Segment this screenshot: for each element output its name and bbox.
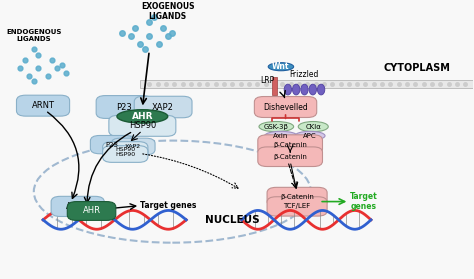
Text: P23: P23 (106, 142, 119, 148)
Bar (140, 80, 473, 88)
Text: β-Catenin: β-Catenin (273, 154, 307, 160)
FancyBboxPatch shape (111, 138, 155, 155)
FancyBboxPatch shape (109, 115, 176, 136)
Ellipse shape (295, 131, 325, 140)
Ellipse shape (265, 131, 297, 140)
Text: ENDOGENOUS
LIGANDS: ENDOGENOUS LIGANDS (6, 29, 62, 42)
Text: GSK-3β: GSK-3β (264, 124, 289, 130)
Ellipse shape (284, 84, 292, 95)
Text: Target genes: Target genes (140, 201, 196, 210)
Text: HSP90: HSP90 (129, 121, 156, 130)
Text: Axin: Axin (273, 133, 289, 139)
Text: XAP2: XAP2 (152, 102, 174, 112)
FancyBboxPatch shape (67, 201, 116, 220)
Ellipse shape (117, 110, 168, 123)
Ellipse shape (268, 63, 293, 71)
FancyBboxPatch shape (103, 146, 148, 162)
Ellipse shape (292, 84, 300, 95)
Text: CKIα: CKIα (305, 124, 321, 130)
Text: ARNT: ARNT (32, 101, 55, 110)
Text: β-Catenin: β-Catenin (273, 142, 307, 148)
Text: CYTOPLASM: CYTOPLASM (384, 63, 451, 73)
Bar (272, 78, 277, 95)
Ellipse shape (259, 122, 293, 132)
Text: Dishevelled: Dishevelled (263, 102, 308, 112)
Text: HSP90: HSP90 (115, 148, 135, 153)
FancyBboxPatch shape (258, 147, 322, 167)
FancyBboxPatch shape (51, 196, 104, 217)
Ellipse shape (318, 84, 325, 95)
FancyBboxPatch shape (91, 136, 134, 154)
Text: Frizzled: Frizzled (289, 70, 319, 79)
FancyBboxPatch shape (267, 187, 327, 207)
Ellipse shape (301, 84, 308, 95)
Text: ARNT: ARNT (66, 202, 89, 211)
FancyBboxPatch shape (17, 95, 70, 116)
Text: AHR: AHR (132, 112, 153, 121)
Ellipse shape (298, 122, 328, 132)
Text: APC: APC (303, 133, 317, 139)
Text: β-Catenin: β-Catenin (280, 194, 314, 200)
Text: P23: P23 (116, 102, 132, 112)
FancyBboxPatch shape (255, 97, 317, 117)
FancyBboxPatch shape (134, 96, 192, 118)
Text: XAP2: XAP2 (125, 144, 141, 149)
Text: NUCLEUS: NUCLEUS (205, 215, 260, 225)
Text: EXOGENOUS
LIGANDS: EXOGENOUS LIGANDS (141, 2, 194, 21)
Text: LRP: LRP (260, 76, 274, 85)
FancyBboxPatch shape (267, 197, 327, 216)
Text: AHR: AHR (82, 206, 100, 215)
Text: Target
genes: Target genes (350, 192, 378, 211)
Text: HSP90: HSP90 (115, 151, 135, 157)
Text: TCF/LEF: TCF/LEF (283, 203, 311, 210)
Text: Wnt: Wnt (272, 62, 290, 71)
FancyBboxPatch shape (103, 142, 148, 158)
FancyBboxPatch shape (96, 96, 152, 118)
FancyBboxPatch shape (258, 135, 322, 154)
Ellipse shape (309, 84, 317, 95)
